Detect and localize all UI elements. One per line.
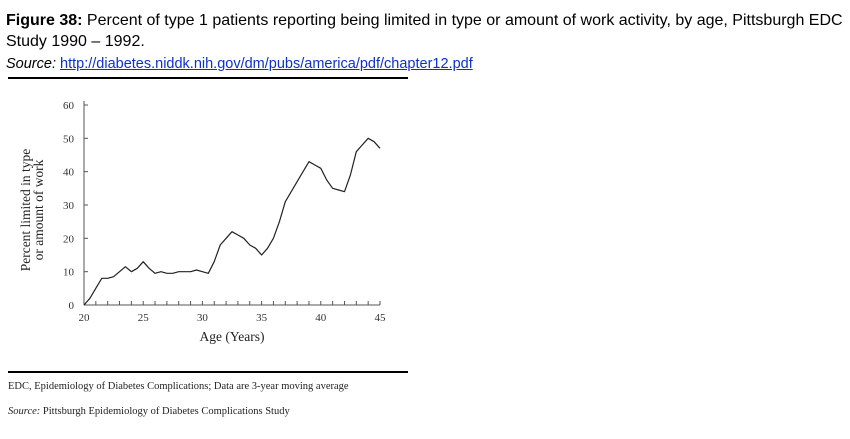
y-tick-label: 10 [63, 267, 75, 279]
y-tick-label: 40 [63, 167, 75, 179]
y-axis-title-line2: or amount of work [31, 159, 46, 260]
figure-source: Source: http://diabetes.niddk.nih.gov/dm… [6, 56, 473, 72]
y-tick-label: 0 [69, 300, 75, 312]
x-tick-label: 25 [138, 312, 150, 324]
figure-label: Figure 38: [6, 12, 82, 29]
x-tick-label: 40 [315, 312, 327, 324]
series-line [84, 138, 380, 305]
x-tick-label: 30 [197, 312, 209, 324]
y-tick-label: 60 [63, 100, 75, 112]
bottom-divider [8, 371, 408, 373]
figure-title: Figure 38: Percent of type 1 patients re… [6, 10, 846, 52]
y-tick-label: 30 [63, 200, 75, 212]
footnote-source-label: Source: [8, 406, 40, 417]
x-axis-title: Age (Years) [200, 329, 265, 344]
figure-title-text: Percent of type 1 patients reporting bei… [6, 12, 843, 50]
footnote-source: Source: Pittsburgh Epidemiology of Diabe… [8, 406, 290, 417]
x-tick-label: 45 [375, 312, 387, 324]
top-divider [8, 77, 408, 79]
footnote-source-text: Pittsburgh Epidemiology of Diabetes Comp… [43, 406, 290, 417]
x-tick-label: 35 [256, 312, 268, 324]
y-tick-label: 20 [63, 233, 75, 245]
x-tick-label: 20 [79, 312, 91, 324]
source-link[interactable]: http://diabetes.niddk.nih.gov/dm/pubs/am… [60, 56, 473, 72]
y-tick-label: 50 [63, 133, 75, 145]
source-label: Source: [6, 56, 56, 72]
footnote-abbreviation: EDC, Epidemiology of Diabetes Complicati… [8, 381, 349, 392]
